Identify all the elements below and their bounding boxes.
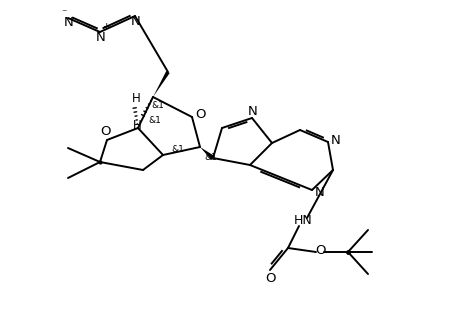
Text: &1: &1 xyxy=(148,116,161,124)
Text: N: N xyxy=(331,133,341,147)
Text: &1: &1 xyxy=(151,100,164,109)
Text: H: H xyxy=(133,118,141,132)
Text: N: N xyxy=(131,14,141,28)
Text: N: N xyxy=(248,105,258,117)
Text: O: O xyxy=(195,108,205,121)
Text: &1: &1 xyxy=(171,145,184,154)
Text: &1: &1 xyxy=(204,153,217,162)
Text: O: O xyxy=(316,244,326,258)
Text: H: H xyxy=(132,92,140,105)
Text: O: O xyxy=(265,273,275,285)
Polygon shape xyxy=(200,147,215,160)
Text: O: O xyxy=(100,124,110,138)
Text: +: + xyxy=(102,21,110,30)
Polygon shape xyxy=(153,71,170,97)
Text: N: N xyxy=(96,30,106,44)
Text: N: N xyxy=(64,15,74,28)
Text: ⁻: ⁻ xyxy=(61,8,67,18)
Text: N: N xyxy=(315,186,325,198)
Text: HN: HN xyxy=(294,213,312,227)
